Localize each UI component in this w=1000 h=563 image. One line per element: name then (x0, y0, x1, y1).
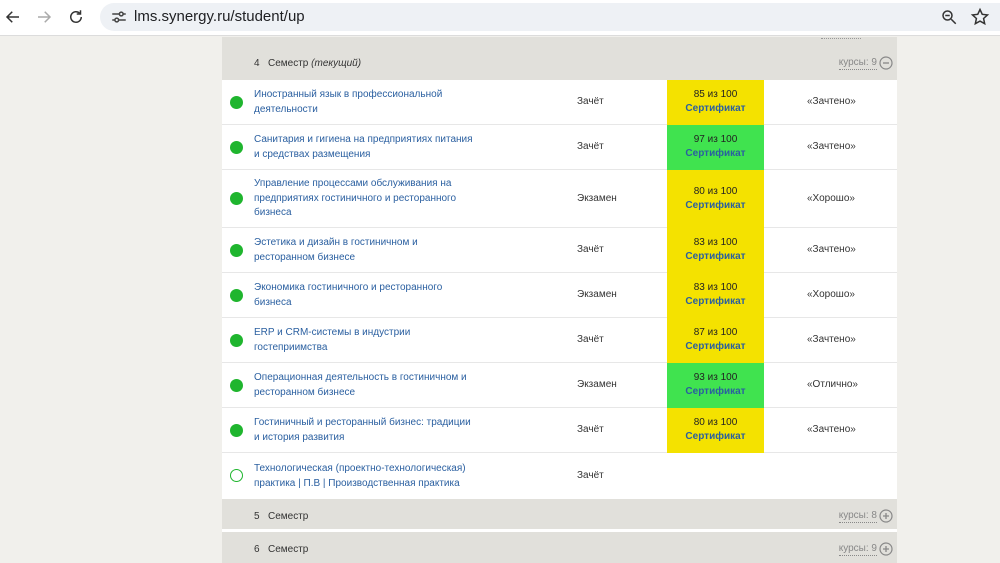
grade-text: «Зачтено» (807, 244, 856, 255)
semester-label: Семестр (268, 544, 309, 555)
certificate-link[interactable]: Сертификат (685, 431, 746, 442)
current-note: (текущий) (311, 58, 362, 69)
completed-status-icon (230, 334, 243, 347)
control-type: Зачёт (577, 141, 604, 152)
completed-status-icon (230, 289, 243, 302)
score-cell[interactable]: 87 из 100 Сертификат (667, 318, 764, 363)
completed-status-icon (230, 96, 243, 109)
browser-toolbar: lms.synergy.ru/student/up (0, 0, 1000, 36)
course-row: Технологическая (проектно-технологическа… (222, 453, 897, 499)
site-settings-icon[interactable] (110, 8, 128, 26)
control-type: Зачёт (577, 96, 604, 107)
grade-text: «Хорошо» (807, 193, 855, 204)
course-row: Эстетика и дизайн в гостиничном и рестор… (222, 228, 897, 273)
grade-text: «Хорошо» (807, 289, 855, 300)
score-value: 97 из 100 (693, 134, 738, 145)
score-value: 80 из 100 (693, 186, 738, 197)
course-row: ERP и CRM-системы в индустрии гостеприим… (222, 318, 897, 363)
course-link[interactable]: Управление процессами обслуживания на пр… (254, 178, 457, 218)
course-row: Экономика гостиничного и ресторанного би… (222, 273, 897, 318)
course-link[interactable]: Иностранный язык в профессиональной деят… (254, 89, 443, 115)
course-row: Управление процессами обслуживания на пр… (222, 170, 897, 228)
semester-header-5[interactable]: 5 Семестр курсы: 8 (222, 499, 897, 529)
semester-header-6[interactable]: 6 Семестр курсы: 9 (222, 532, 897, 563)
control-type: Экзамен (577, 289, 617, 300)
score-cell[interactable]: 93 из 100 Сертификат (667, 363, 764, 408)
completed-status-icon (230, 424, 243, 437)
score-value: 85 из 100 (693, 89, 738, 100)
course-link[interactable]: Экономика гостиничного и ресторанного би… (254, 282, 443, 308)
score-cell[interactable]: 85 из 100 Сертификат (667, 80, 764, 125)
score-cell[interactable]: 80 из 100 Сертификат (667, 408, 764, 453)
control-type: Зачёт (577, 334, 604, 345)
course-link[interactable]: Гостиничный и ресторанный бизнес: традиц… (254, 417, 471, 443)
grade-text: «Зачтено» (807, 424, 856, 435)
courses-count-link[interactable]: курсы: 8 (838, 510, 877, 523)
completed-status-icon (230, 141, 243, 154)
certificate-link[interactable]: Сертификат (685, 200, 746, 211)
semester-label: Семестр (текущий) (268, 58, 362, 69)
score-cell[interactable]: 80 из 100 Сертификат (667, 170, 764, 228)
score-value: 83 из 100 (693, 282, 738, 293)
courses-count-link[interactable]: курсы: 9 (838, 543, 877, 556)
address-bar[interactable]: lms.synergy.ru/student/up (100, 3, 1000, 31)
courses-count-link[interactable]: курсы: 9 (838, 57, 877, 70)
semester-number: 4 (254, 58, 260, 69)
certificate-link[interactable]: Сертификат (685, 341, 746, 352)
grade-text: «Зачтено» (807, 141, 856, 152)
back-arrow-icon[interactable] (1, 5, 25, 29)
score-value: 80 из 100 (693, 417, 738, 428)
grade-text: «Зачтено» (807, 334, 856, 345)
control-type: Экзамен (577, 379, 617, 390)
grade-text: «Зачтено» (807, 96, 856, 107)
control-type: Экзамен (577, 193, 617, 204)
completed-status-icon (230, 379, 243, 392)
score-cell[interactable]: 83 из 100 Сертификат (667, 228, 764, 273)
score-cell[interactable]: 83 из 100 Сертификат (667, 273, 764, 318)
pending-status-icon (230, 469, 243, 482)
course-row: Операционная деятельность в гостиничном … (222, 363, 897, 408)
control-type: Зачёт (577, 470, 604, 481)
url-text[interactable]: lms.synergy.ru/student/up (134, 8, 305, 25)
star-icon[interactable] (970, 7, 990, 27)
collapse-icon[interactable] (879, 56, 893, 70)
expand-icon[interactable] (879, 542, 893, 556)
zoom-icon[interactable] (940, 8, 958, 26)
reload-icon[interactable] (64, 5, 88, 29)
control-type: Зачёт (577, 244, 604, 255)
course-link[interactable]: Эстетика и дизайн в гостиничном и рестор… (254, 237, 418, 263)
course-row: Санитария и гигиена на предприятиях пита… (222, 125, 897, 170)
certificate-link[interactable]: Сертификат (685, 386, 746, 397)
certificate-link[interactable]: Сертификат (685, 103, 746, 114)
score-value: 83 из 100 (693, 237, 738, 248)
control-type: Зачёт (577, 424, 604, 435)
grade-text: «Отлично» (807, 379, 858, 390)
score-value: 93 из 100 (693, 372, 738, 383)
course-link[interactable]: Санитария и гигиена на предприятиях пита… (254, 134, 473, 160)
course-link[interactable]: ERP и CRM-системы в индустрии гостеприим… (254, 327, 411, 353)
score-cell[interactable]: 97 из 100 Сертификат (667, 125, 764, 170)
certificate-link[interactable]: Сертификат (685, 148, 746, 159)
study-plan-panel: 4 Семестр (текущий) курсы: 9 Иностранный… (222, 37, 897, 563)
semester-label: Семестр (268, 511, 309, 522)
course-link[interactable]: Операционная деятельность в гостиничном … (254, 372, 467, 398)
previous-semester-strip (222, 37, 897, 47)
certificate-link[interactable]: Сертификат (685, 296, 746, 307)
score-value: 87 из 100 (693, 327, 738, 338)
completed-status-icon (230, 244, 243, 257)
certificate-link[interactable]: Сертификат (685, 251, 746, 262)
forward-arrow-icon[interactable] (32, 5, 56, 29)
course-link[interactable]: Технологическая (проектно-технологическа… (254, 463, 466, 489)
completed-status-icon (230, 192, 243, 205)
course-row: Гостиничный и ресторанный бизнес: традиц… (222, 408, 897, 453)
semester-number: 5 (254, 511, 260, 522)
expand-icon[interactable] (879, 509, 893, 523)
semester-number: 6 (254, 544, 260, 555)
course-row: Иностранный язык в профессиональной деят… (222, 80, 897, 125)
semester-header-4[interactable]: 4 Семестр (текущий) курсы: 9 (222, 47, 897, 80)
